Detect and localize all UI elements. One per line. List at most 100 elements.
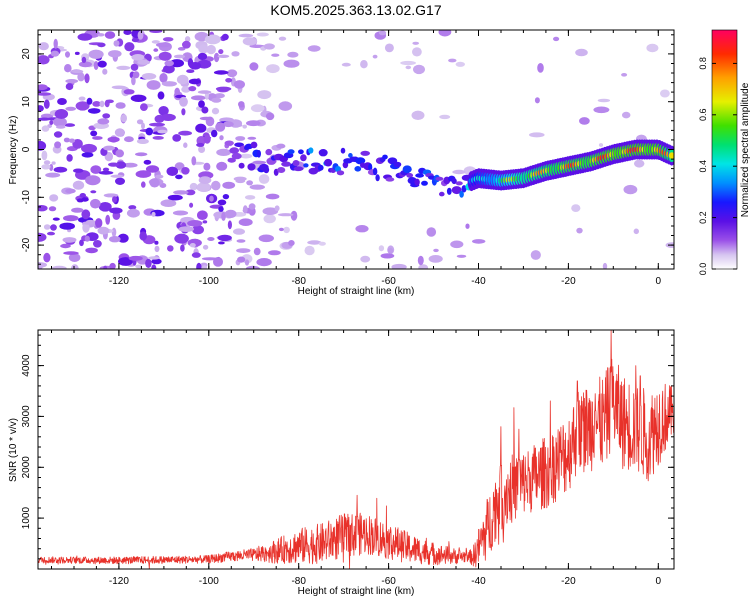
spectrogram-cell: [372, 167, 378, 176]
spectrogram-cell: [145, 127, 154, 136]
spectrogram-cell: [49, 194, 59, 202]
spectrogram-cell: [81, 56, 87, 64]
spectrogram-cell: [265, 193, 280, 200]
spectrogram-cell: [571, 204, 581, 213]
spectrogram-cell: [93, 240, 102, 248]
spectrogram-cell: [421, 180, 428, 186]
spectrogram-cell: [160, 199, 177, 207]
spectrogram-cell: [198, 100, 205, 108]
spectrogram-cell: [257, 90, 272, 100]
spectrogram-cell: [191, 95, 206, 101]
spectrogram-cell: [216, 161, 228, 171]
spectrogram-cell: [108, 162, 119, 167]
spectrogram-cell: [195, 123, 207, 133]
spectrogram-cell: [161, 81, 177, 87]
spectrogram-cell: [197, 210, 208, 220]
spectrogram-cell: [204, 34, 221, 45]
spectrogram-cell: [234, 142, 245, 148]
spectrogram-cell: [218, 49, 224, 55]
spectrogram-cell: [198, 44, 209, 54]
spectrogram-cell: [265, 148, 273, 156]
spectrogram-cell: [553, 36, 560, 42]
spectrogram-cell: [634, 159, 645, 168]
spectrogram-cell: [181, 167, 190, 175]
spectrogram-cell: [215, 122, 226, 132]
spectrogram-cell: [140, 103, 148, 111]
spectrogram-cell: [97, 33, 105, 37]
spectrogram-cell: [103, 145, 115, 151]
spectrogram-cell: [406, 173, 414, 178]
snr-y-tick-label: 3000: [21, 405, 32, 428]
spectrogram-cell: [102, 68, 108, 75]
spectrogram-cell: [318, 149, 328, 157]
spectrogram-cell: [415, 173, 424, 178]
spectrogram-cell: [249, 62, 259, 71]
spectrogram-cell: [137, 30, 144, 40]
spectrogram-cell: [43, 99, 50, 109]
spectrogram-cell: [81, 197, 89, 202]
spectrogram-y-tick-label: -20: [21, 237, 32, 252]
colorbar: 0.0 0.2 0.4 0.6 0.8 Normalized spectral ampl…: [698, 29, 750, 275]
spectrogram-cell: [124, 42, 135, 52]
spectrogram-cell: [249, 184, 265, 190]
spectrogram-cell: [77, 33, 93, 41]
spectrogram-cell: [225, 78, 233, 83]
spectrogram-cell: [452, 169, 466, 175]
spectrogram-cell: [236, 239, 246, 243]
colorbar-tick-label: 0.4: [698, 160, 708, 173]
spectrogram-cell: [262, 207, 279, 215]
spectrogram-y-tick-label: -10: [21, 190, 32, 205]
spectrogram-cell: [360, 255, 371, 263]
spectrogram-cell: [402, 165, 412, 173]
spectrogram-cell: [181, 108, 186, 116]
spectrogram-cell: [38, 92, 52, 96]
spectrogram-cell: [222, 194, 230, 200]
spectrogram-cell: [278, 227, 284, 232]
spectrogram-cell: [235, 136, 246, 141]
snr-y-tick-label: 1000: [21, 507, 32, 530]
spectrogram-cell: [163, 64, 175, 74]
spectrogram-cell: [281, 161, 291, 167]
spectrogram-cell: [448, 58, 457, 63]
spectrogram-cell: [400, 60, 416, 66]
spectrogram-cell: [198, 145, 206, 153]
snr-frame: [37, 329, 675, 570]
spectrogram-x-label: Height of straight line (km): [298, 286, 415, 297]
spectrogram-cell: [72, 139, 83, 149]
spectrogram-cell: [53, 38, 58, 49]
spectrogram-cell: [189, 182, 198, 191]
spectrogram-cell: [246, 120, 261, 127]
spectrogram-cell: [173, 190, 189, 195]
spectrogram-cell: [110, 174, 124, 178]
spectrogram-cell: [384, 43, 394, 53]
spectrogram-cell: [191, 252, 201, 258]
spectrogram-cell: [256, 150, 261, 158]
spectrogram-cell: [111, 227, 117, 237]
spectrogram-cell: [43, 160, 51, 165]
spectrogram-cell: [258, 174, 270, 184]
snr-y-tick-label: 2000: [21, 456, 32, 479]
snr-x-tick-label: -100: [199, 576, 219, 587]
spectrogram-cell: [192, 225, 204, 235]
spectrogram-y-label: Frequency (Hz): [8, 116, 19, 185]
spectrogram-cell: [213, 52, 220, 63]
colorbar-ticks: 0.0 0.2 0.4 0.6 0.8: [698, 57, 737, 275]
spectrogram-cell: [40, 113, 54, 119]
spectrogram-cell: [160, 113, 176, 121]
spectrogram-cell: [97, 118, 110, 125]
spectrogram-cell: [213, 257, 223, 267]
spectrogram-cell: [196, 182, 211, 193]
spectrogram-cell: [360, 59, 368, 69]
spectrogram-cell: [211, 97, 222, 103]
spectrogram-cell: [65, 82, 74, 91]
spectrogram-cell: [152, 136, 164, 140]
spectrogram-cell: [77, 72, 85, 82]
spectrogram-cell: [198, 176, 212, 185]
spectrogram-cell: [387, 247, 393, 254]
spectrogram-cell: [92, 136, 103, 140]
spectrogram-cell: [307, 240, 322, 245]
spectrogram-cell: [55, 125, 66, 129]
spectrogram-cell: [86, 97, 93, 105]
spectrogram-cell: [283, 226, 290, 234]
